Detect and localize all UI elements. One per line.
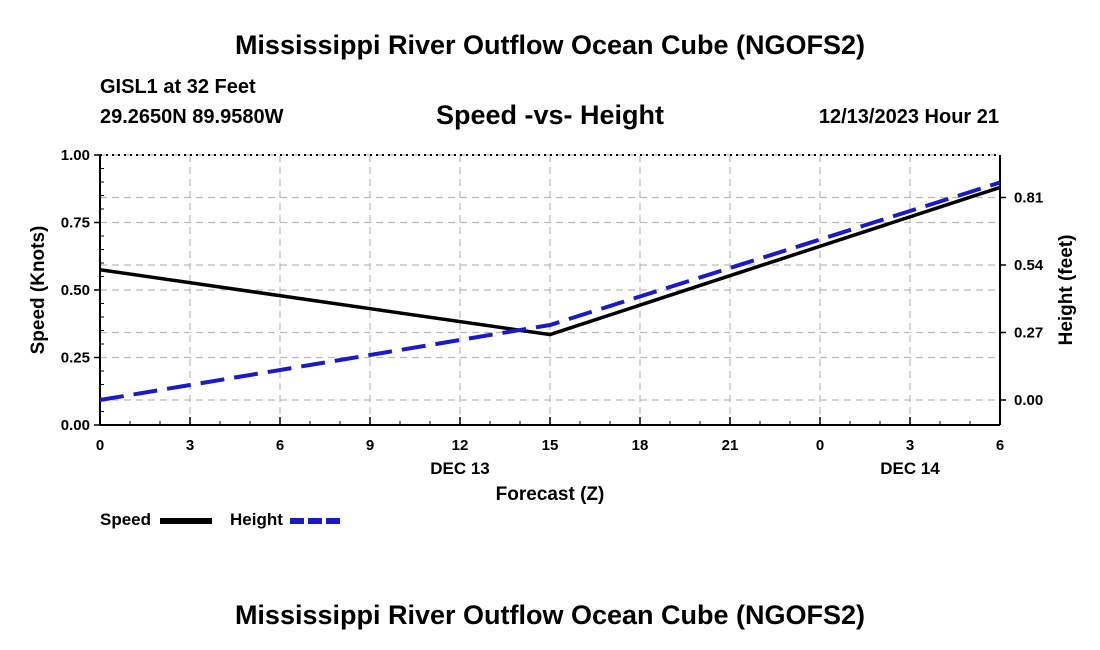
- y-right-tick-label: 0.81: [1014, 190, 1043, 207]
- y-left-axis-label: Speed (Knots): [28, 226, 49, 355]
- legend-swatch-speed: [160, 518, 212, 524]
- forecast-datestamp: 12/13/2023 Hour 21: [818, 106, 999, 128]
- x-axis-label: Forecast (Z): [496, 484, 605, 505]
- date-label: DEC 14: [880, 459, 940, 478]
- chart-title: Mississippi River Outflow Ocean Cube (NG…: [234, 30, 866, 60]
- y-right-axis-label: Height (feet): [1056, 235, 1077, 346]
- y-right-tick-label: 0.27: [1014, 325, 1043, 342]
- y-left-tick-label: 0.25: [61, 350, 90, 367]
- station-coordinates: 29.2650N 89.9580W: [100, 106, 284, 128]
- y-right-tick-label: 0.54: [1014, 257, 1044, 274]
- x-tick-label: 3: [906, 437, 914, 454]
- x-tick-label: 9: [366, 437, 374, 454]
- chart-title-repeat: Mississippi River Outflow Ocean Cube (NG…: [234, 600, 866, 630]
- y-left-tick-label: 0.75: [61, 215, 90, 232]
- station-label: GISL1 at 32 Feet: [100, 76, 256, 98]
- x-tick-label: 15: [542, 437, 559, 454]
- x-tick-label: 0: [96, 437, 104, 454]
- x-tick-label: 6: [996, 437, 1004, 454]
- series-line-speed: [99, 185, 1001, 337]
- y-left-tick-label: 1.00: [61, 147, 90, 164]
- x-tick-label: 21: [722, 437, 739, 454]
- y-left-tick-label: 0.00: [61, 417, 90, 434]
- x-tick-label: 3: [186, 437, 194, 454]
- y-right-tick-label: 0.00: [1014, 392, 1043, 409]
- x-tick-label: 6: [276, 437, 284, 454]
- legend-swatch-height: [290, 518, 342, 524]
- date-label: DEC 13: [430, 459, 490, 478]
- x-tick-label: 18: [632, 437, 649, 454]
- x-tick-label: 12: [452, 437, 469, 454]
- series-line-height: [99, 180, 1001, 402]
- y-left-tick-label: 0.50: [61, 282, 90, 299]
- legend-label-height: Height: [230, 510, 283, 529]
- chart-subtitle: Speed -vs- Height: [435, 100, 665, 130]
- x-tick-label: 0: [816, 437, 824, 454]
- legend-label-speed: Speed: [100, 510, 152, 529]
